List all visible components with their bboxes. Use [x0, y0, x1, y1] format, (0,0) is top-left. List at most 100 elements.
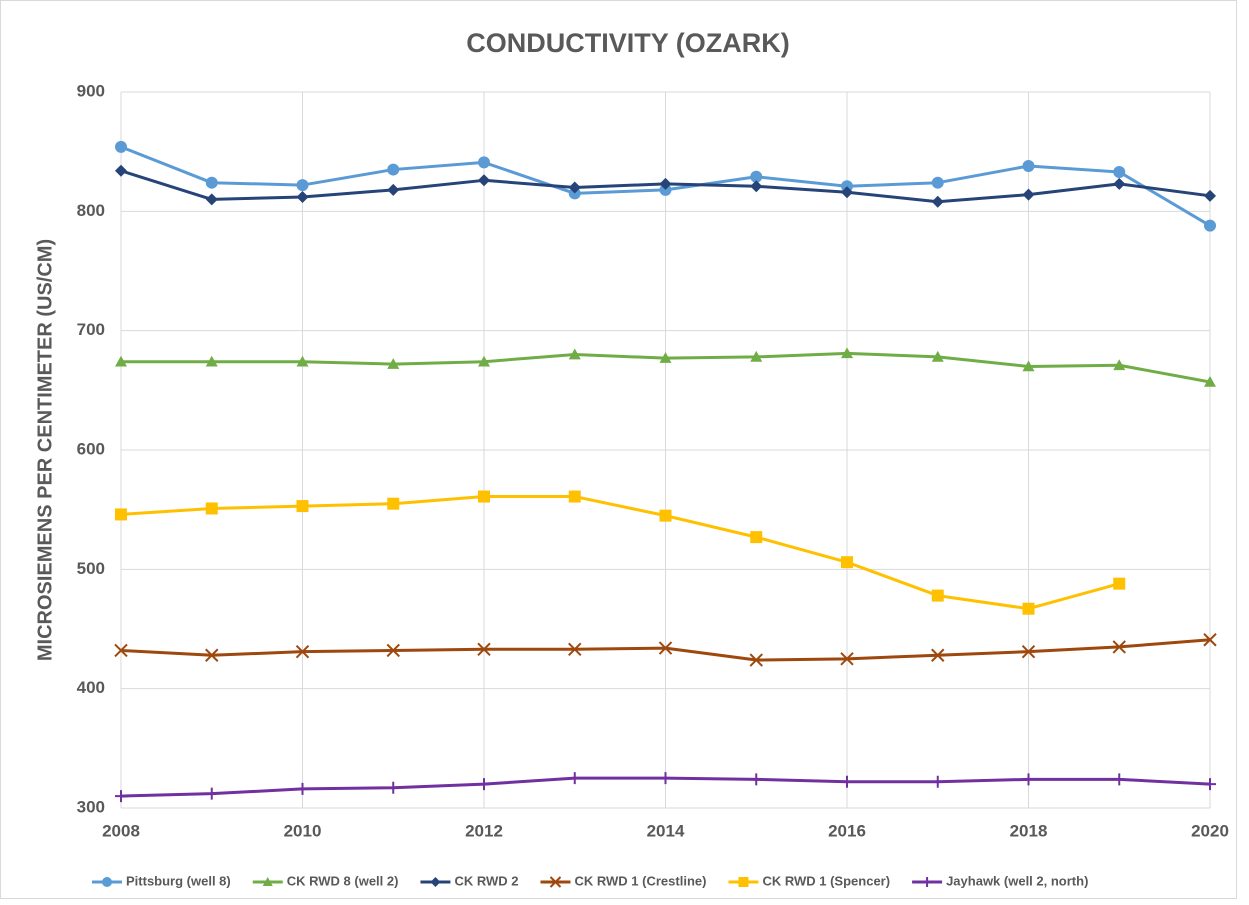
marker	[1113, 773, 1126, 786]
marker	[1113, 177, 1126, 190]
marker	[478, 490, 490, 503]
legend-marker	[922, 877, 933, 887]
marker	[295, 644, 310, 659]
marker	[205, 502, 218, 515]
marker	[478, 156, 490, 169]
marker	[840, 652, 854, 666]
legend-label: CK RWD 2	[454, 873, 518, 888]
marker	[387, 781, 400, 794]
marker	[568, 772, 581, 785]
y-tick-label: 500	[77, 559, 105, 578]
marker	[296, 500, 309, 513]
marker	[931, 176, 944, 189]
marker	[659, 509, 672, 522]
marker	[1113, 577, 1126, 590]
marker	[387, 358, 400, 369]
marker	[1022, 159, 1035, 172]
marker	[1204, 189, 1216, 202]
marker	[568, 181, 581, 194]
x-tick-label: 2016	[828, 821, 866, 840]
marker	[931, 350, 944, 362]
marker	[568, 490, 581, 503]
marker	[387, 497, 400, 510]
marker	[750, 170, 763, 183]
marker	[1204, 219, 1216, 232]
marker	[296, 782, 309, 795]
marker	[1113, 165, 1126, 178]
marker	[1022, 188, 1035, 201]
x-tick-label: 2014	[647, 821, 685, 840]
y-tick-label: 900	[77, 81, 105, 100]
marker	[205, 193, 218, 206]
marker	[1113, 359, 1126, 371]
marker	[387, 183, 400, 196]
marker	[568, 348, 581, 360]
marker	[749, 653, 763, 667]
marker	[1204, 778, 1216, 791]
marker	[750, 531, 763, 544]
marker	[931, 195, 944, 208]
marker	[114, 643, 128, 658]
y-tick-label: 700	[77, 320, 105, 339]
x-tick-label: 2020	[1191, 821, 1229, 840]
marker	[296, 179, 309, 192]
legend-label: Pittsburg (well 8)	[126, 873, 231, 888]
marker	[115, 355, 127, 367]
marker	[659, 772, 672, 785]
legend-label: CK RWD 1 (Crestline)	[575, 873, 707, 888]
series-line	[120, 495, 1120, 611]
marker	[931, 589, 944, 602]
x-tick-label: 2010	[284, 821, 322, 840]
marker	[841, 347, 853, 359]
marker	[205, 787, 218, 800]
marker	[1204, 375, 1216, 387]
marker	[1112, 640, 1126, 654]
marker	[115, 140, 127, 153]
marker	[931, 775, 944, 788]
y-tick-label: 600	[77, 439, 105, 458]
x-tick-label: 2012	[465, 821, 503, 840]
marker	[1022, 773, 1035, 786]
y-tick-label: 400	[77, 678, 105, 697]
legend-marker	[430, 877, 441, 887]
legend-marker	[262, 877, 273, 886]
marker	[659, 352, 672, 363]
marker	[296, 355, 309, 367]
marker	[386, 643, 400, 658]
marker	[1022, 360, 1035, 372]
x-tick-label: 2008	[102, 821, 140, 840]
marker	[478, 174, 490, 187]
marker	[478, 778, 490, 791]
marker	[205, 176, 218, 189]
marker	[115, 508, 127, 521]
marker	[387, 163, 400, 176]
marker	[296, 191, 309, 204]
x-tick-label: 2018	[1010, 821, 1048, 840]
marker	[205, 648, 219, 662]
marker	[115, 790, 127, 803]
y-tick-label: 800	[77, 201, 105, 220]
legend-label: Jayhawk (well 2, north)	[946, 873, 1088, 888]
marker	[841, 186, 853, 199]
chart-title: CONDUCTIVITY (OZARK)	[466, 28, 790, 58]
marker	[1021, 644, 1036, 659]
marker	[477, 642, 491, 656]
marker	[750, 773, 763, 786]
marker	[750, 350, 763, 362]
marker	[659, 177, 672, 190]
y-axis-label: MICROSIEMENS PER CENTIMETER (US/CM)	[34, 239, 56, 661]
marker	[568, 642, 582, 656]
legend-marker	[549, 876, 562, 888]
marker	[1203, 633, 1217, 647]
marker	[1022, 602, 1035, 615]
legend-marker	[738, 877, 749, 887]
marker	[841, 556, 853, 569]
marker	[931, 648, 945, 662]
legend-marker	[102, 877, 112, 887]
legend-label: CK RWD 1 (Spencer)	[762, 873, 890, 888]
marker	[658, 641, 673, 655]
marker	[750, 180, 763, 193]
legend-label: CK RWD 8 (well 2)	[287, 873, 399, 888]
marker	[841, 775, 853, 788]
